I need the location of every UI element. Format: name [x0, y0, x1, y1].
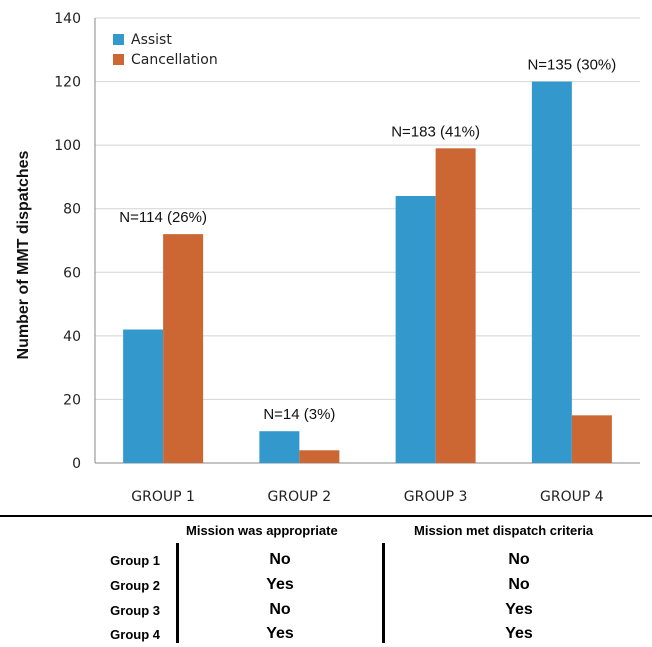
bar-assist-1	[123, 329, 164, 463]
table-divider-right	[382, 543, 385, 643]
y-tick-label: 60	[63, 265, 81, 281]
row-label: Group 3	[110, 603, 160, 618]
group-count-label: N=183 (41%)	[391, 123, 480, 140]
table-top-rule	[0, 515, 652, 517]
x-category-label: GROUP 1	[131, 489, 195, 505]
bar-assist-4	[531, 81, 572, 464]
bar-chart: 0 20 40 60 80 100 120 140 GROUP 1 GROUP 2 GROUP 3…	[15, 11, 640, 505]
y-tick-label: 100	[54, 138, 81, 154]
bar-cancellation-2	[299, 450, 340, 463]
bar-assist-2	[259, 431, 300, 463]
group-count-label: N=114 (26%)	[119, 209, 207, 226]
cell-criteria: No	[508, 551, 530, 568]
header-appropriate: Mission was appropriate	[186, 523, 338, 538]
x-category-label: GROUP 4	[540, 489, 604, 505]
y-tick-label: 20	[63, 392, 81, 408]
y-axis-label: Number of MMT dispatches	[15, 150, 32, 359]
cell-appropriate: Yes	[266, 576, 294, 593]
legend-label-cancellation: Cancellation	[131, 52, 218, 68]
bar-cancellation-3	[435, 148, 476, 464]
x-category-label: GROUP 2	[268, 489, 332, 505]
group-count-label: N=135 (30%)	[527, 57, 616, 74]
y-tick-label: 40	[63, 329, 81, 345]
y-tick-label: 120	[54, 75, 81, 91]
group-count-label: N=14 (3%)	[263, 406, 335, 423]
bar-cancellation-4	[571, 415, 612, 463]
row-label: Group 2	[110, 578, 160, 593]
table-divider-left	[176, 543, 179, 643]
header-criteria: Mission met dispatch criteria	[414, 523, 594, 538]
bar-assist-3	[395, 196, 436, 463]
x-axis-categories: GROUP 1 GROUP 2 GROUP 3 GROUP 4	[131, 489, 603, 505]
y-tick-label: 0	[72, 456, 81, 472]
bars	[123, 81, 612, 464]
y-tick-label: 140	[54, 11, 81, 27]
y-axis-ticks: 0 20 40 60 80 100 120 140	[54, 11, 81, 472]
x-category-label: GROUP 3	[404, 489, 468, 505]
cell-appropriate: No	[269, 551, 291, 568]
cell-criteria: Yes	[505, 601, 533, 618]
cell-appropriate: Yes	[266, 625, 294, 642]
cell-criteria: No	[508, 576, 530, 593]
legend-swatch-assist	[113, 34, 124, 45]
cell-appropriate: No	[269, 601, 291, 618]
legend: Assist Cancellation	[113, 32, 218, 68]
y-tick-label: 80	[63, 202, 81, 218]
dispatch-criteria-table: Mission was appropriate Mission met disp…	[0, 515, 652, 647]
legend-swatch-cancellation	[113, 54, 124, 65]
row-label: Group 1	[110, 553, 160, 568]
legend-label-assist: Assist	[131, 32, 172, 48]
bar-annotations: N=114 (26%) N=14 (3%) N=183 (41%) N=135 (30…	[119, 57, 616, 424]
row-label: Group 4	[110, 627, 160, 642]
cell-criteria: Yes	[505, 625, 533, 642]
bar-cancellation-1	[163, 234, 204, 463]
